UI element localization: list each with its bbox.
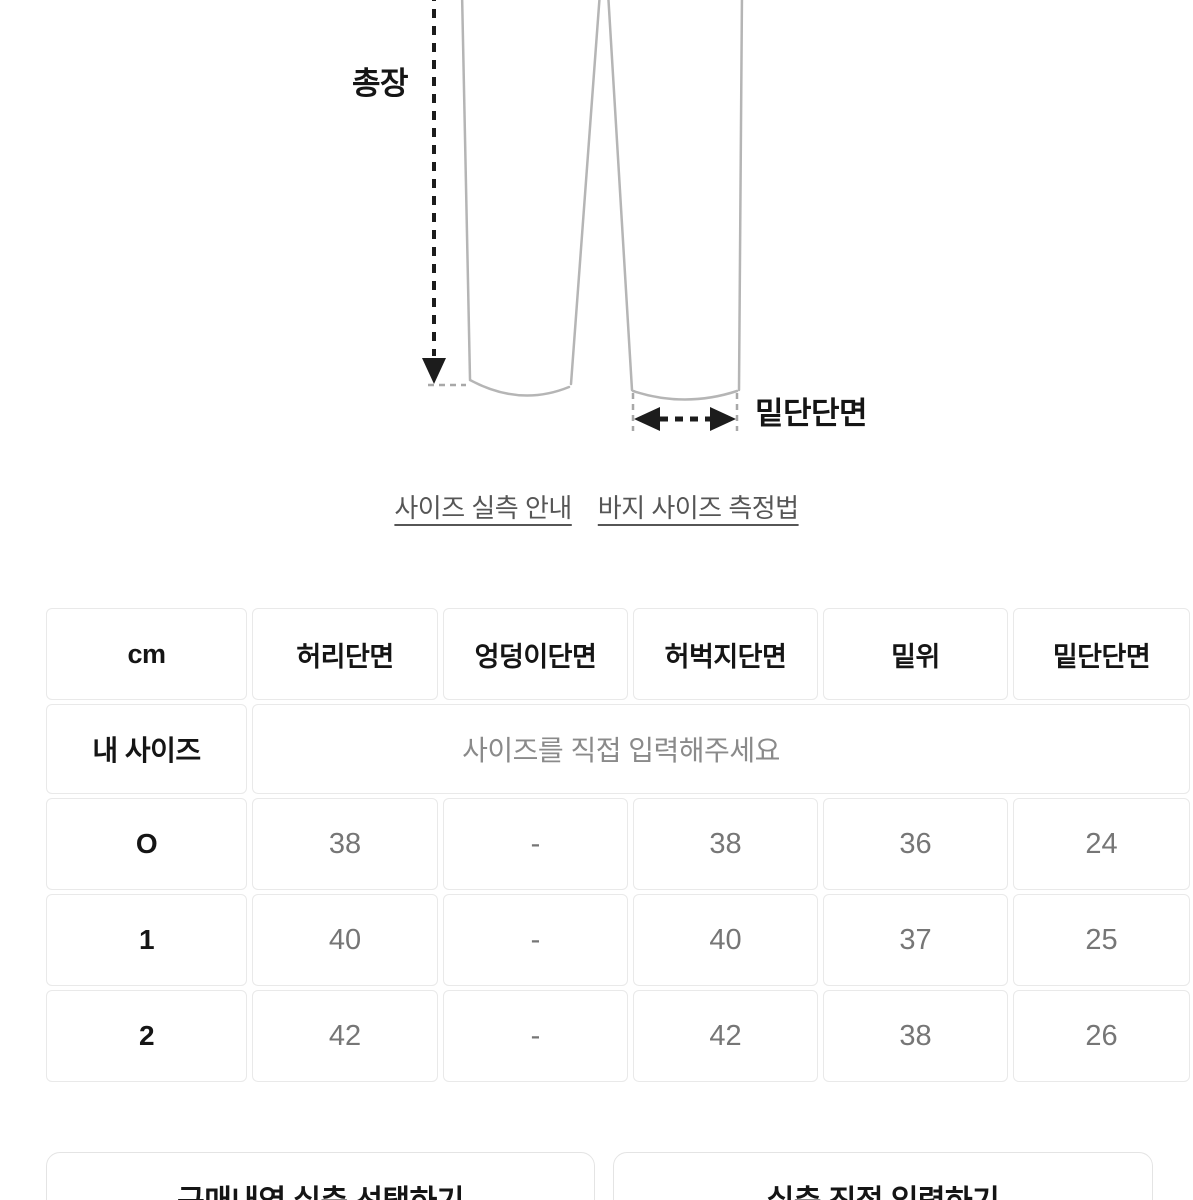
- guide-links-row: 사이즈 실측 안내 바지 사이즈 측정법: [0, 488, 1193, 525]
- table-cell: -: [443, 894, 628, 986]
- table-cell: 38: [823, 990, 1008, 1082]
- table-cell: 26: [1013, 990, 1190, 1082]
- size-row-label-1: 1: [46, 894, 247, 986]
- total-length-label: 총장: [352, 66, 409, 101]
- table-header-waist: 허리단면: [252, 608, 438, 700]
- left-leg-hem-curve: [468, 378, 571, 397]
- table-header-hip: 엉덩이단면: [443, 608, 628, 700]
- table-cell: -: [443, 798, 628, 890]
- table-cell: 40: [252, 894, 438, 986]
- my-size-input-prompt[interactable]: 사이즈를 직접 입력해주세요: [252, 704, 1190, 794]
- table-cell: 38: [252, 798, 438, 890]
- size-row-label-2: 2: [46, 990, 247, 1082]
- size-row-label-O: O: [46, 798, 247, 890]
- enter-measurement-directly-button[interactable]: 실측 직접 입력하기: [613, 1152, 1153, 1200]
- table-header-thigh: 허벅지단면: [633, 608, 818, 700]
- left-arrowhead-icon: [634, 407, 660, 431]
- hem-width-label: 밑단단면: [755, 396, 868, 431]
- table-cell: -: [443, 990, 628, 1082]
- right-leg-inner-line: [607, 0, 634, 392]
- right-leg-outer-line: [737, 0, 744, 392]
- left-leg-inner-line: [569, 0, 601, 386]
- table-cell: 36: [823, 798, 1008, 890]
- down-arrowhead-icon: [422, 358, 446, 384]
- size-table: cm 허리단면 엉덩이단면 허벅지단면 밑위 밑단단면 내 사이즈 사이즈를 직…: [46, 608, 1193, 1082]
- pants-measure-method-link[interactable]: 바지 사이즈 측정법: [597, 493, 799, 523]
- select-measurement-from-history-button[interactable]: 구매내역 실측 선택하기: [46, 1152, 595, 1200]
- right-arrowhead-icon: [710, 407, 736, 431]
- table-cell: 42: [633, 990, 818, 1082]
- left-leg-outer-line: [460, 0, 472, 381]
- table-cell: 38: [633, 798, 818, 890]
- table-header-rise: 밑위: [823, 608, 1008, 700]
- table-header-unit: cm: [46, 608, 247, 700]
- pants-diagram: [422, 0, 744, 431]
- table-cell: 25: [1013, 894, 1190, 986]
- table-cell: 37: [823, 894, 1008, 986]
- table-cell: 42: [252, 990, 438, 1082]
- size-measure-guide-link[interactable]: 사이즈 실측 안내: [394, 493, 572, 523]
- table-header-hem: 밑단단면: [1013, 608, 1190, 700]
- table-cell: 40: [633, 894, 818, 986]
- my-size-row-label: 내 사이즈: [46, 704, 247, 794]
- table-cell: 24: [1013, 798, 1190, 890]
- right-leg-hem-curve: [631, 389, 739, 401]
